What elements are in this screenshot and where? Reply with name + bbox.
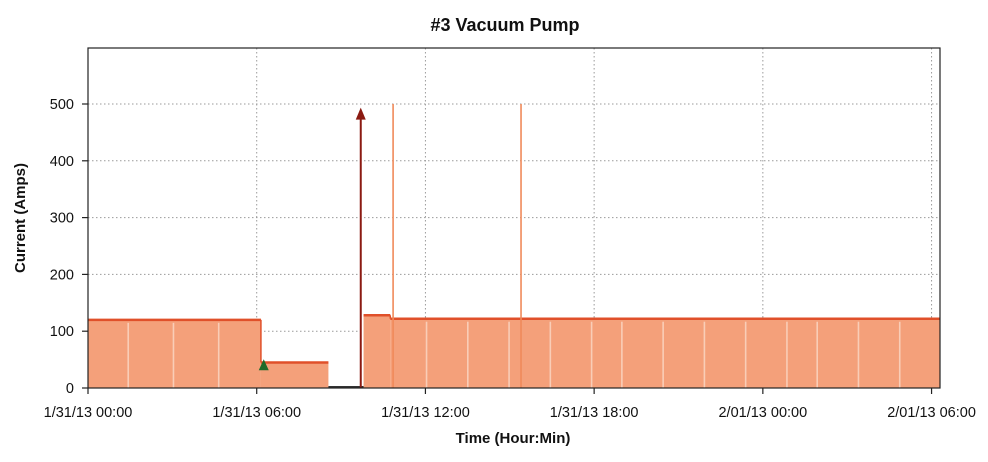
x-tick-label: 1/31/13 06:00	[212, 405, 301, 421]
y-tick-label: 200	[50, 267, 74, 283]
x-axis-label: Time (Hour:Min)	[456, 430, 571, 447]
x-tick-label: 1/31/13 18:00	[550, 405, 639, 421]
area-segment	[88, 319, 261, 388]
area-segment	[390, 318, 940, 388]
area-segment	[363, 315, 391, 388]
arrow-marker-head	[355, 107, 366, 120]
x-tick-label: 2/01/13 06:00	[887, 405, 976, 421]
y-tick-label: 400	[50, 154, 74, 170]
y-tick-label: 0	[66, 381, 74, 397]
area-segment	[260, 362, 329, 388]
triangle-marker	[258, 359, 269, 371]
chart-title: #3 Vacuum Pump	[430, 15, 579, 35]
y-axis-label: Current (Amps)	[12, 163, 29, 273]
x-tick-label: 2/01/13 00:00	[718, 405, 807, 421]
plot-area: 0 100 200 300 400 500 1/31/13 00:00 1/31/13 06:…	[44, 47, 976, 421]
y-tick-label: 100	[50, 324, 74, 340]
x-tick-label: 1/31/13 00:00	[44, 405, 133, 421]
y-tick-label: 300	[50, 211, 74, 227]
y-tick-label: 500	[50, 97, 74, 113]
x-tick-label: 1/31/13 12:00	[381, 405, 470, 421]
